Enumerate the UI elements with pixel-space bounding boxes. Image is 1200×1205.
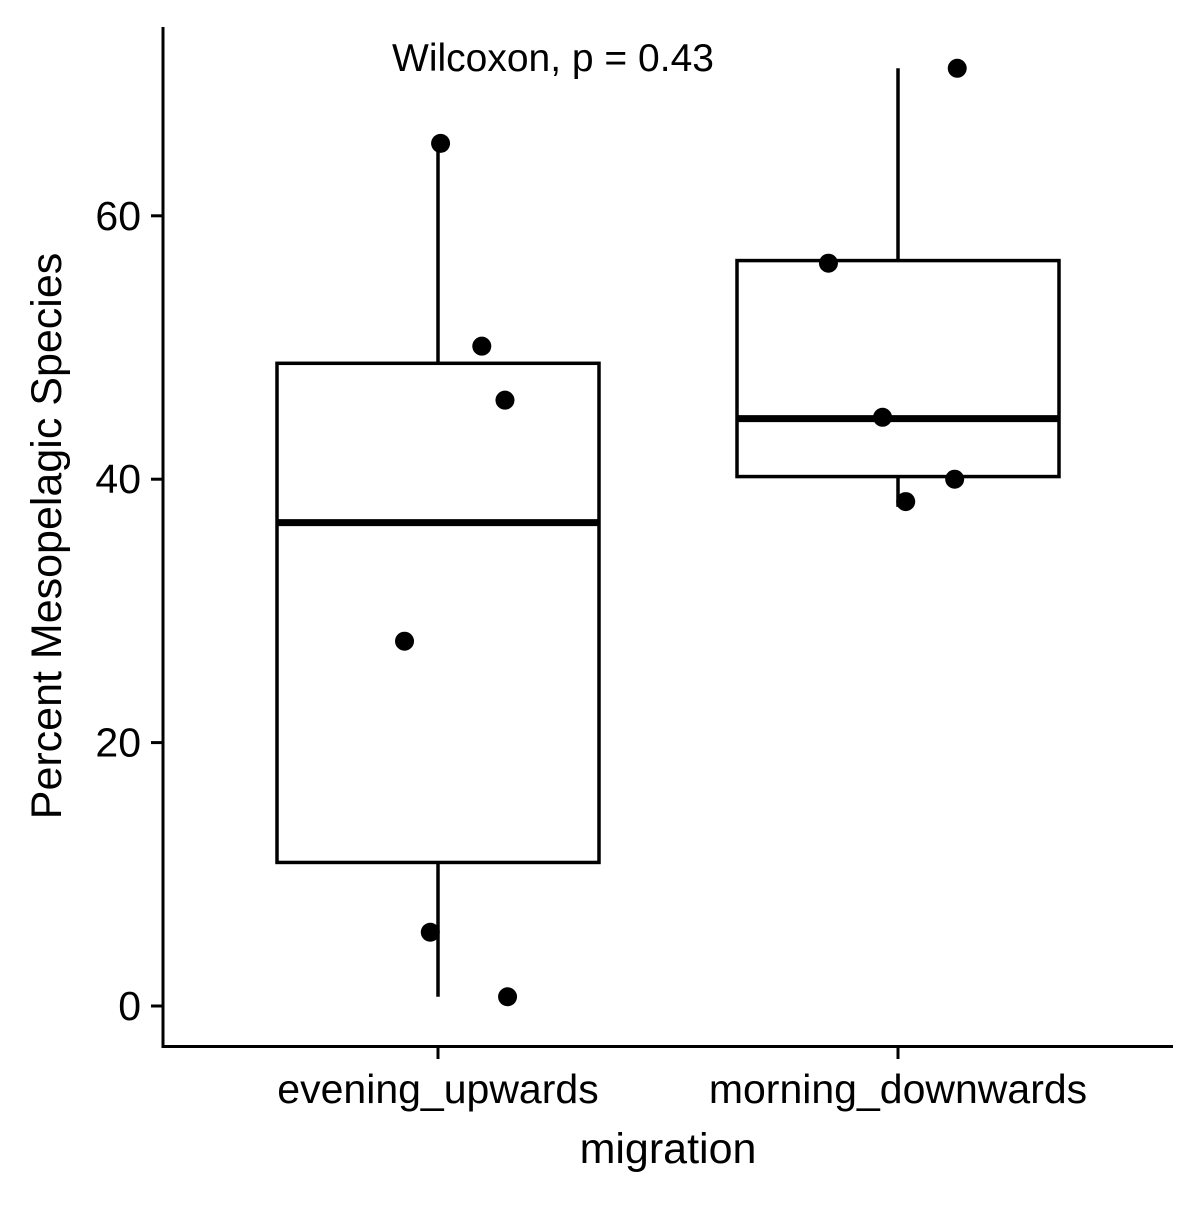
- data-point-morning_downwards-6: [947, 58, 967, 78]
- data-point-evening_upwards-5: [498, 987, 518, 1007]
- data-point-morning_downwards-9: [945, 469, 965, 489]
- data-point-evening_upwards-1: [472, 336, 492, 356]
- boxes-layer: [275, 68, 1061, 997]
- data-point-morning_downwards-8: [873, 407, 893, 427]
- y-tick-label-60: 60: [95, 193, 141, 239]
- data-point-morning_downwards-7: [818, 253, 838, 273]
- iqr-box: [735, 258, 1061, 479]
- y-tick-label-40: 40: [95, 456, 141, 502]
- iqr-box: [275, 361, 601, 865]
- y-tick-label-20: 20: [95, 720, 141, 766]
- x-axis-title: migration: [580, 1125, 757, 1173]
- box-morning_downwards: [735, 68, 1061, 507]
- data-point-evening_upwards-0: [431, 133, 451, 153]
- test-annotation: Wilcoxon, p = 0.43: [392, 37, 714, 80]
- data-point-morning_downwards-10: [896, 492, 916, 512]
- axes-layer: [161, 27, 1173, 1048]
- y-axis-title: Percent Mesopelagic Species: [23, 253, 71, 819]
- box-evening_upwards: [275, 143, 601, 997]
- data-point-evening_upwards-2: [495, 390, 515, 410]
- x-tick-label-evening_upwards: evening_upwards: [277, 1066, 598, 1112]
- y-tick-label-0: 0: [118, 983, 141, 1029]
- x-ticks-layer: evening_upwards morning_downwards: [277, 1046, 1087, 1112]
- y-ticks-layer: 0 20 40 60: [95, 193, 163, 1029]
- data-point-evening_upwards-3: [395, 631, 415, 651]
- x-tick-label-morning_downwards: morning_downwards: [709, 1066, 1087, 1112]
- data-point-evening_upwards-4: [420, 922, 440, 942]
- points-layer: [395, 58, 967, 1007]
